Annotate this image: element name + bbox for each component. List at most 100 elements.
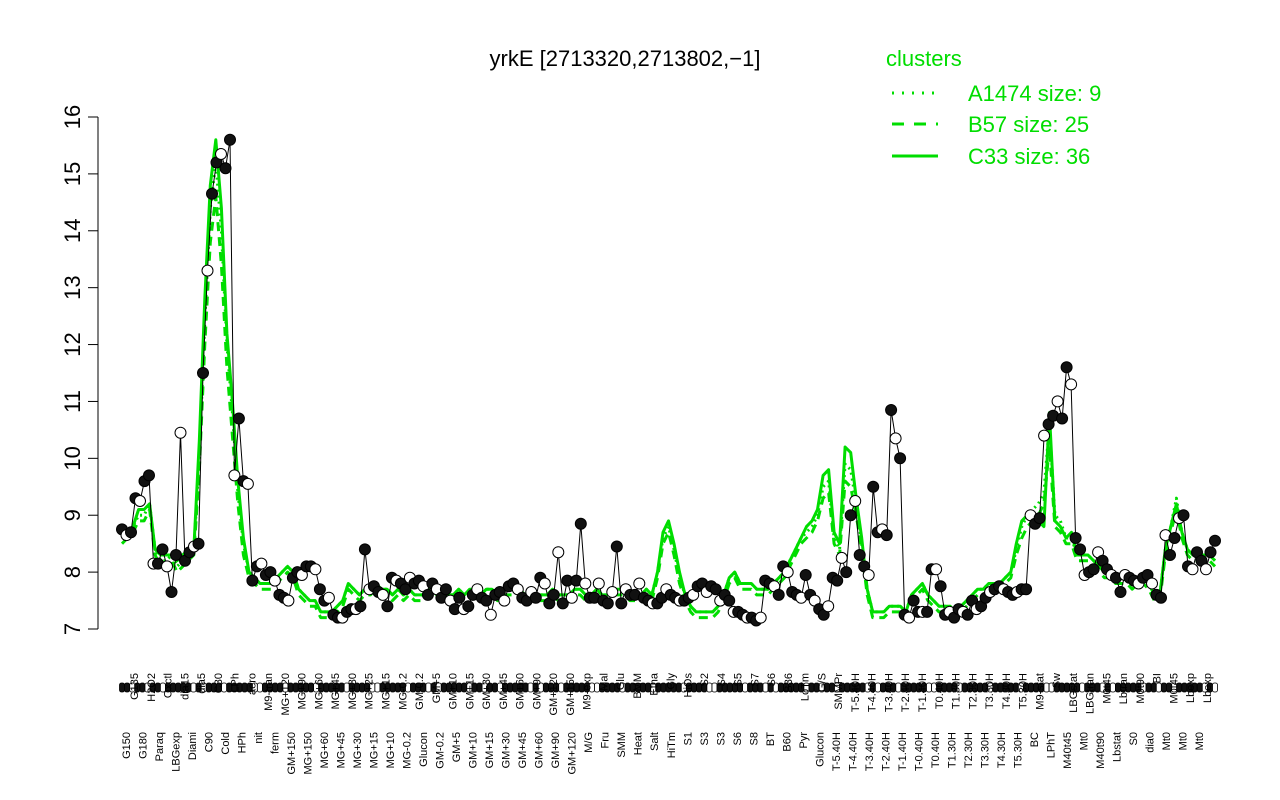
- x-tick-label: LPh: [230, 673, 242, 693]
- data-point: [592, 577, 605, 590]
- x-tick-label: dia0: [1145, 732, 1157, 753]
- x-tick-label: GM+15: [464, 673, 476, 709]
- x-tick-mark: [1212, 682, 1218, 693]
- x-tick-label: G150: [121, 732, 133, 759]
- x-tick-label: MG+45: [330, 673, 342, 709]
- x-tick-label: T4.30H: [1001, 673, 1013, 709]
- x-tick-label: T3.30H: [984, 673, 996, 709]
- x-tick-label: GM+150: [286, 732, 298, 775]
- x-tick-label: LPhT: [1045, 732, 1057, 759]
- series-line-dotted: [120, 161, 1217, 614]
- data-point: [219, 162, 232, 175]
- data-point: [831, 574, 844, 587]
- data-point: [853, 549, 866, 561]
- x-tick-label: BC: [1029, 732, 1041, 747]
- data-point: [1114, 586, 1127, 598]
- data-point: [633, 577, 646, 590]
- data-point: [529, 591, 542, 604]
- x-tick-label: Paraq: [154, 732, 166, 761]
- series-line-dashed: [120, 195, 1217, 620]
- data-point: [934, 580, 947, 593]
- data-point: [421, 588, 434, 601]
- x-tick-label: LBGexp: [171, 732, 183, 772]
- x-tick-label: H2O2: [146, 673, 158, 702]
- x-tick-label: M0t45: [1101, 673, 1113, 704]
- x-tick-label: G/S: [816, 673, 828, 692]
- data-point: [1146, 577, 1158, 590]
- data-point: [1060, 361, 1073, 374]
- data-point: [1033, 512, 1046, 525]
- x-tick-label: GM+15: [484, 732, 496, 768]
- data-point: [1074, 543, 1087, 556]
- x-tick-label: M40t90: [1095, 732, 1107, 769]
- data-point: [462, 600, 475, 613]
- data-point: [453, 591, 466, 604]
- x-tick-label: GM+30: [501, 732, 513, 768]
- x-tick-label: S1: [682, 732, 694, 745]
- x-tick-mark: [726, 682, 733, 693]
- legend-label-b57: B57 size: 25: [968, 112, 1089, 137]
- x-tick-label: ferm: [270, 732, 282, 754]
- x-tick-label: Lbexp: [1202, 673, 1214, 703]
- y-axis: 7 8 9 10 11 12 13 14 15 16: [60, 105, 99, 635]
- x-tick-label: Glu: [615, 673, 627, 690]
- x-tick-label: C30: [213, 673, 225, 693]
- data-point: [143, 469, 155, 482]
- x-tick-label: GM+60: [515, 673, 527, 709]
- x-tick-mark: [609, 682, 616, 693]
- x-tick-label: BT: [765, 732, 777, 746]
- data-point: [1209, 534, 1221, 547]
- data-point: [282, 594, 295, 607]
- x-tick-label: MG+150: [303, 732, 315, 775]
- data-point: [246, 574, 259, 587]
- data-point: [241, 477, 254, 490]
- x-tick-label: GM+10: [448, 673, 460, 709]
- x-tick-label: MG+15: [369, 732, 381, 768]
- data-point: [313, 583, 326, 596]
- x-tick-label: LoTm: [800, 673, 812, 701]
- x-tick-label: Heat: [633, 732, 645, 755]
- x-tick-label: M9-stat: [1034, 673, 1046, 710]
- x-tick-label: dia15: [179, 673, 191, 700]
- x-tick-label: GM+5: [451, 732, 463, 762]
- x-tick-label: T1.30H: [951, 673, 963, 709]
- data-point: [174, 426, 187, 439]
- y-tick-label: 9: [60, 509, 85, 521]
- x-tick-label: HiOs: [682, 673, 694, 698]
- data-point: [907, 594, 920, 607]
- x-tick-label: Mt0: [1178, 732, 1190, 750]
- x-tick-label: T-2.40H: [900, 673, 912, 712]
- x-tick-label: T-5.40H: [831, 732, 843, 771]
- x-tick-label: T-0.40H: [913, 732, 925, 771]
- x-tick-label: MG+25: [364, 673, 376, 709]
- x-tick-label: Lbstat: [1112, 732, 1124, 762]
- x-tick-mark: [119, 682, 125, 693]
- data-point: [201, 264, 214, 277]
- x-tick-label: GM+45: [498, 673, 510, 709]
- x-tick-label: GM+90: [550, 732, 562, 768]
- data-point: [601, 597, 614, 610]
- legend-label-c33: C33 size: 36: [968, 144, 1090, 169]
- x-tick-label: Diami: [187, 732, 199, 760]
- data-point: [192, 537, 205, 550]
- x-tick-label: Etha: [649, 672, 661, 696]
- x-tick-label: T3.30H: [979, 732, 991, 768]
- chart-title: yrkE [2713320,2713802,−1]: [490, 46, 761, 71]
- x-tick-label: BI: [1152, 673, 1164, 683]
- data-point: [1069, 532, 1082, 544]
- x-tick-label: T1.30H: [946, 732, 958, 768]
- data-point: [723, 594, 736, 607]
- data-point: [1164, 549, 1176, 561]
- data-point: [1186, 563, 1199, 576]
- x-tick-label: Salt: [649, 732, 661, 751]
- data-point: [709, 583, 722, 596]
- x-tick-label: T-4.40H: [847, 732, 859, 771]
- data-point: [849, 495, 862, 507]
- x-tick-label: MG-0.2: [397, 673, 409, 710]
- data-point: [1204, 546, 1217, 559]
- x-tick-label: MG+90: [297, 673, 309, 709]
- data-point: [484, 608, 497, 621]
- data-point: [885, 404, 898, 416]
- x-tick-label: Gly: [666, 673, 678, 690]
